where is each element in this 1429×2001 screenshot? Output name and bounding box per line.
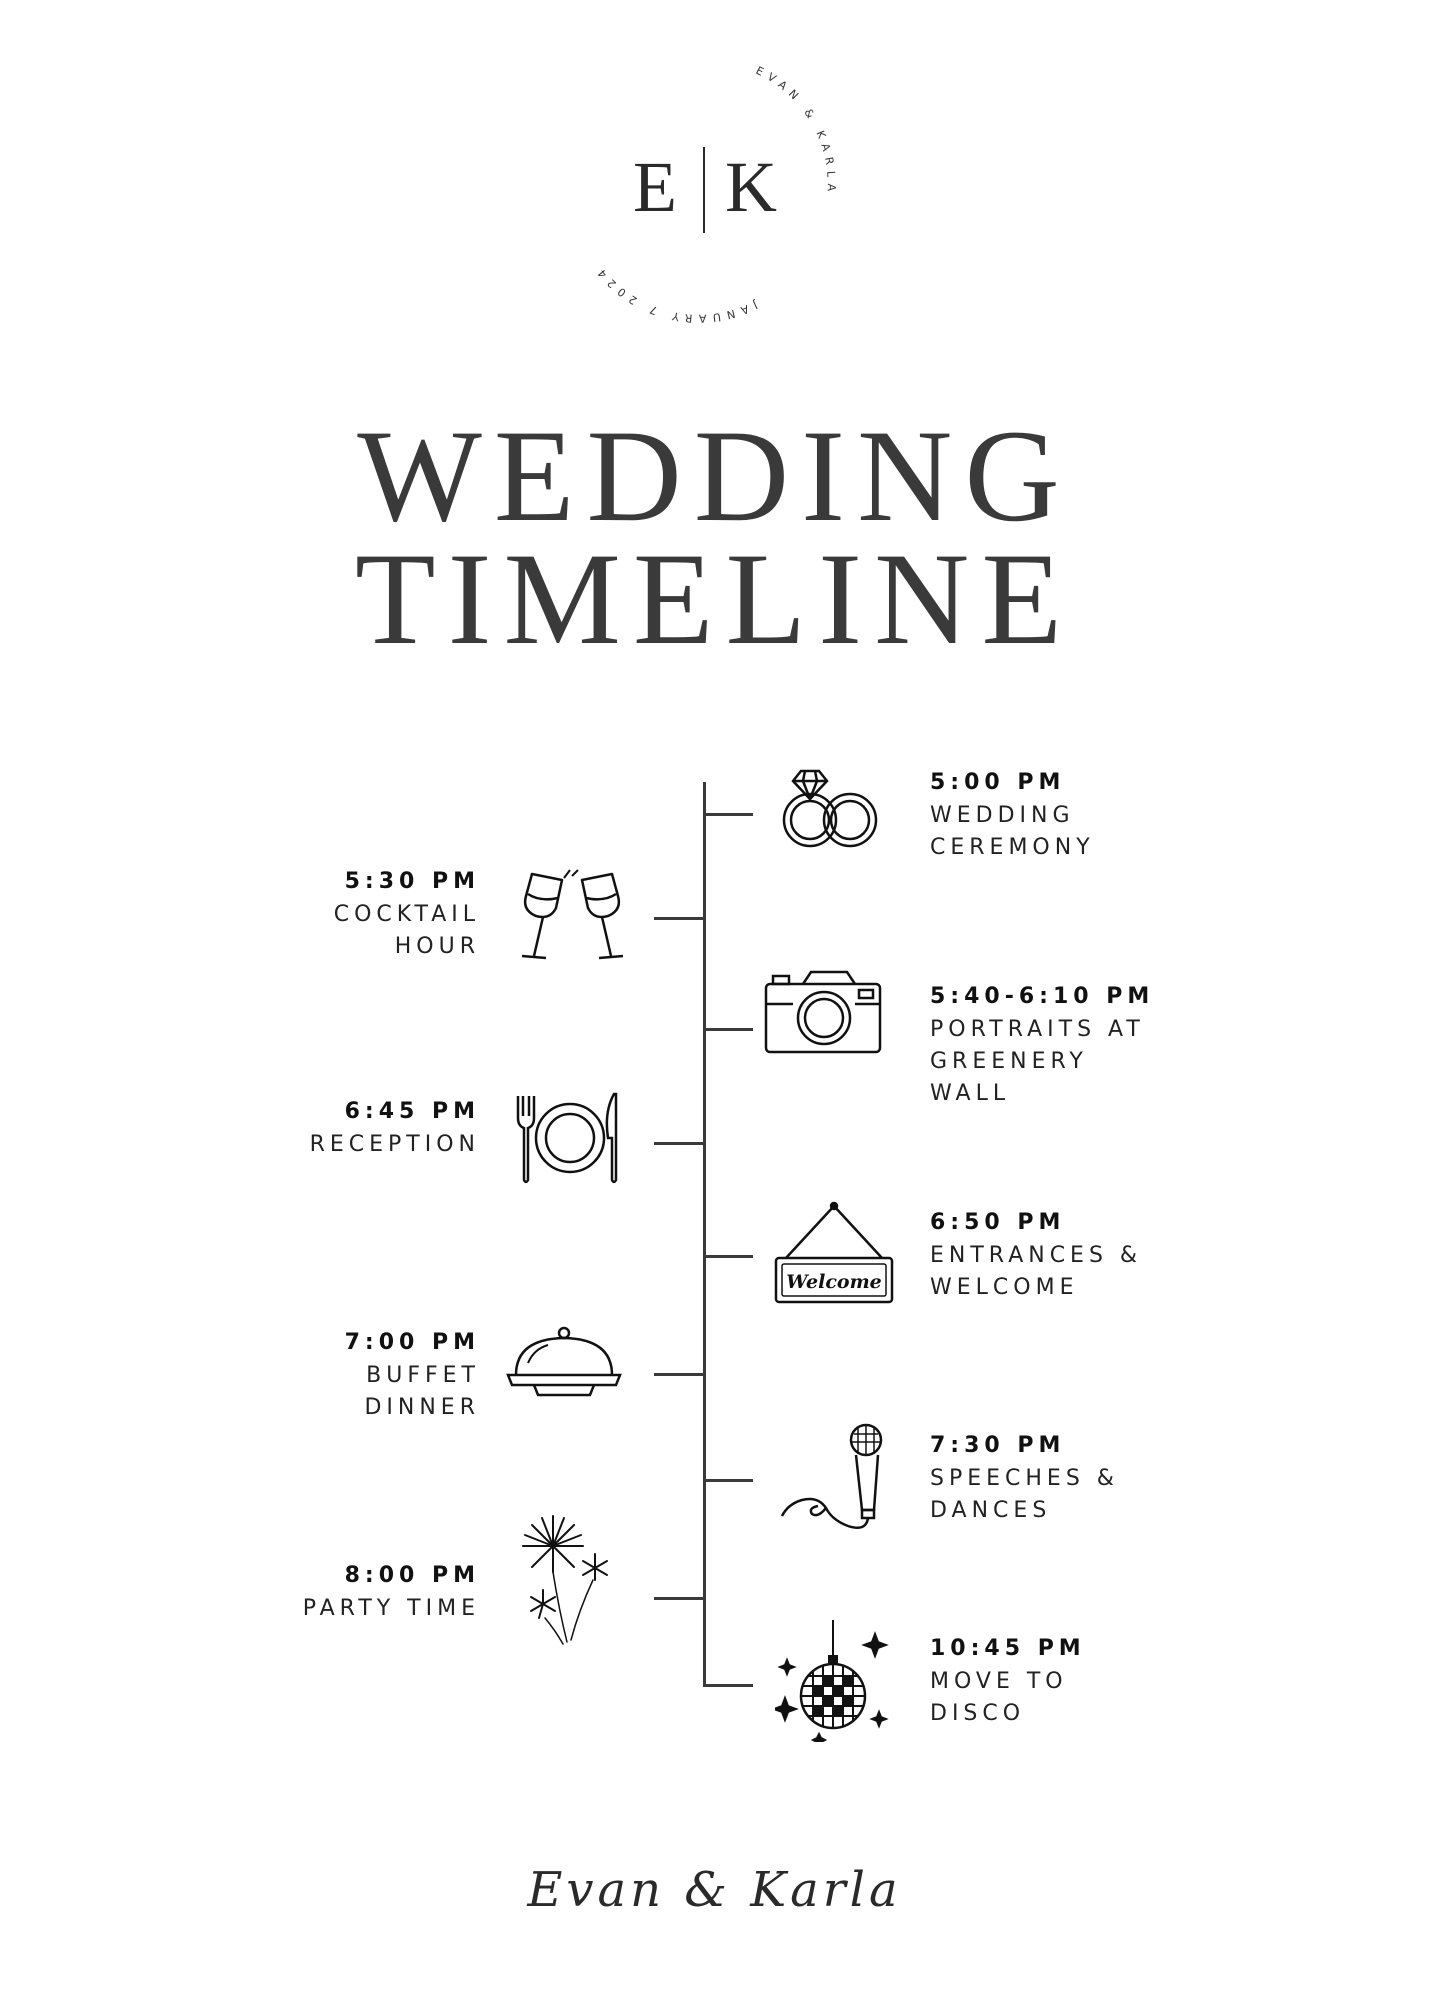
monogram-initial-k: K (725, 147, 777, 227)
timeline-event: 7:00 PM BUFFET DINNER (215, 1328, 475, 1424)
signature: Evan & Karla (527, 1862, 902, 1918)
monogram-ring: EVAN & KARLA JANUARY 7 2024 (592, 64, 832, 325)
timeline-tick (703, 1479, 753, 1482)
event-label: CEREMONY (930, 835, 1095, 860)
event-time: 6:45 PM (344, 1099, 480, 1124)
event-label: RECEPTION (309, 1132, 480, 1157)
microphone-icon (778, 1422, 893, 1537)
timeline-tick (703, 1255, 753, 1258)
camera-icon (763, 968, 885, 1058)
rings-icon (775, 765, 890, 855)
cloche-icon (504, 1323, 624, 1408)
event-label: DISCO (930, 1701, 1026, 1726)
monogram-initial-e: E (633, 147, 677, 227)
welcome-sign-text: Welcome (786, 1271, 882, 1293)
timeline-event: 5:30 PM COCKTAIL HOUR (215, 867, 475, 963)
welcome-sign-icon: Welcome (772, 1200, 897, 1312)
timeline-event: 6:45 PM RECEPTION (215, 1097, 475, 1161)
event-label: SPEECHES & (930, 1466, 1119, 1491)
event-time: 6:50 PM (930, 1210, 1066, 1235)
event-label: WELCOME (930, 1275, 1079, 1300)
timeline-event: 8:00 PM PARTY TIME (215, 1561, 475, 1625)
event-label: DANCES (930, 1498, 1052, 1523)
fireworks-icon (515, 1510, 615, 1645)
event-time: 7:00 PM (344, 1330, 480, 1355)
toasting-glasses-icon (510, 868, 635, 968)
timeline-event: 5:00 PM WEDDING CEREMONY (930, 768, 1190, 864)
timeline-tick (654, 1597, 704, 1600)
disco-ball-icon (775, 1620, 890, 1742)
timeline-tick (703, 813, 753, 816)
timeline-tick (703, 1028, 753, 1031)
timeline-tick (654, 917, 704, 920)
event-label: WEDDING (930, 803, 1075, 828)
timeline-event: 5:40-6:10 PM PORTRAITS AT GREENERY WALL (930, 982, 1190, 1110)
page-title-line-2: TIMELINE (354, 525, 1075, 672)
event-label: GREENERY (930, 1049, 1088, 1074)
event-label: BUFFET (366, 1363, 480, 1388)
event-label: WALL (930, 1081, 1011, 1106)
monogram-date: JANUARY 7 2024 (592, 262, 761, 325)
event-label: MOVE TO (930, 1669, 1068, 1694)
monogram-divider (703, 147, 705, 233)
timeline-tick (703, 1684, 753, 1687)
place-setting-icon (510, 1090, 628, 1185)
event-time: 5:30 PM (344, 869, 480, 894)
event-label: DINNER (364, 1395, 480, 1420)
monogram: EVAN & KARLA JANUARY 7 2024 E K (565, 55, 845, 335)
event-time: 5:00 PM (930, 770, 1066, 795)
event-label: PORTRAITS AT (930, 1017, 1145, 1042)
event-label: PARTY TIME (302, 1596, 480, 1621)
timeline-event: 10:45 PM MOVE TO DISCO (930, 1634, 1190, 1730)
event-label: HOUR (394, 934, 480, 959)
timeline-event: 7:30 PM SPEECHES & DANCES (930, 1431, 1190, 1527)
timeline-axis (703, 782, 706, 1687)
timeline-tick (654, 1373, 704, 1376)
event-label: ENTRANCES & (930, 1243, 1143, 1268)
event-time: 5:40-6:10 PM (930, 984, 1155, 1009)
event-time: 8:00 PM (344, 1563, 480, 1588)
timeline-event: 6:50 PM ENTRANCES & WELCOME (930, 1208, 1190, 1304)
timeline-tick (654, 1142, 704, 1145)
event-time: 10:45 PM (930, 1636, 1086, 1661)
event-time: 7:30 PM (930, 1433, 1066, 1458)
event-label: COCKTAIL (333, 902, 480, 927)
page-title-line-1: WEDDING (357, 402, 1072, 549)
